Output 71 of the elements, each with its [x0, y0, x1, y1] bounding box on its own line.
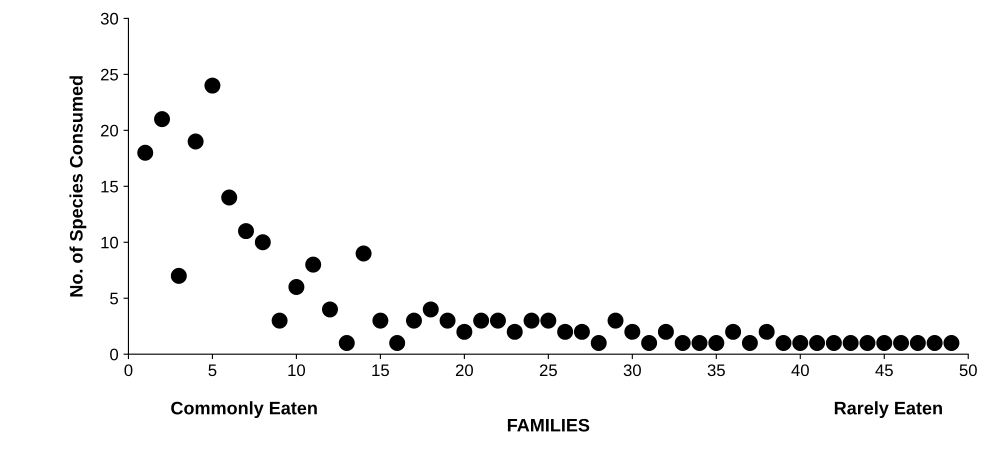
x-tick-label: 40 [791, 364, 809, 376]
point [574, 324, 590, 340]
point [456, 324, 472, 340]
x-tick-label: 10 [288, 364, 306, 376]
y-tick-label: 5 [110, 292, 118, 304]
x-tick-label: 45 [875, 364, 893, 376]
point [910, 335, 926, 351]
point [254, 234, 271, 250]
point [221, 190, 238, 206]
x-tick-label: 20 [456, 364, 473, 376]
point [608, 312, 624, 329]
point [725, 324, 742, 340]
x-tick-label: 25 [540, 364, 557, 376]
y-tick-label: 20 [101, 124, 118, 137]
point [859, 335, 876, 351]
point [776, 335, 792, 351]
point [590, 335, 607, 351]
x-axis-title: FAMILIES [508, 418, 590, 432]
x-tick-label: 5 [208, 364, 216, 376]
point [792, 335, 808, 351]
text: Rarely Eaten [834, 401, 942, 418]
point [674, 335, 691, 351]
point [658, 324, 674, 340]
point [288, 279, 304, 296]
point [372, 312, 388, 329]
point [170, 268, 187, 284]
point [188, 134, 204, 150]
point [524, 312, 540, 329]
point [926, 335, 943, 351]
point [624, 324, 640, 340]
point [422, 301, 439, 318]
point [557, 324, 574, 340]
point [272, 312, 288, 329]
point [893, 335, 910, 351]
point [389, 335, 406, 351]
point [809, 335, 826, 351]
point [204, 78, 220, 94]
point [338, 335, 355, 351]
point [842, 335, 859, 351]
point [154, 111, 170, 128]
point [540, 312, 556, 329]
point [641, 335, 658, 351]
point [708, 335, 724, 351]
point [473, 312, 490, 329]
point [742, 335, 758, 351]
point [758, 324, 775, 340]
point [826, 335, 842, 351]
point [440, 312, 456, 329]
x-tick-label: 35 [708, 364, 725, 376]
x-tick-label: 50 [960, 364, 977, 376]
point [490, 312, 506, 329]
point [506, 324, 523, 340]
y-tick-label: 25 [101, 68, 118, 81]
point [356, 245, 372, 262]
x-tick-label: 30 [624, 364, 641, 376]
text: Commonly Eaten [171, 401, 317, 418]
point [692, 335, 708, 351]
point [876, 335, 892, 351]
point [137, 144, 154, 161]
x-tick-label: 15 [372, 364, 389, 376]
y-tick-label: 30 [100, 12, 118, 25]
y-tick-label: 0 [110, 348, 118, 360]
point [238, 223, 254, 240]
point [406, 312, 422, 329]
point [305, 256, 322, 273]
y-tick-label: 15 [101, 180, 118, 193]
point [322, 301, 338, 318]
point [943, 335, 960, 351]
x-tick-label: 0 [124, 364, 132, 376]
y-axis-title: No. of Species Consumed [69, 76, 86, 296]
y-tick-label: 10 [101, 236, 118, 248]
